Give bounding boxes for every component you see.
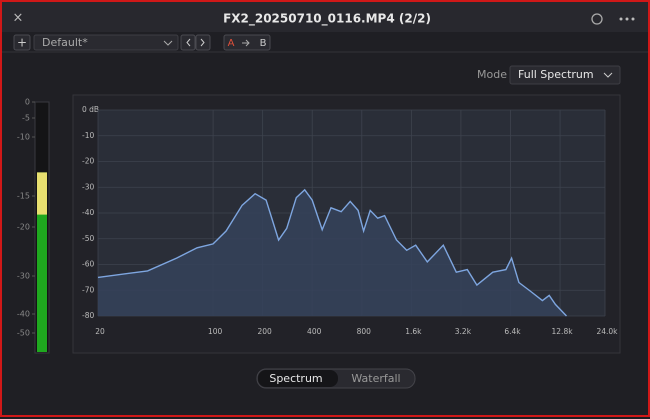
meter-tick-label: -5 bbox=[22, 114, 30, 123]
y-tick-label: -10 bbox=[82, 131, 94, 140]
x-tick-label: 100 bbox=[208, 327, 223, 336]
x-tick-label: 200 bbox=[257, 327, 272, 336]
x-tick-label: 12.8k bbox=[552, 327, 574, 336]
mode-dropdown[interactable] bbox=[509, 65, 621, 85]
x-tick-label: 3.2k bbox=[455, 327, 472, 336]
window-canvas: × FX2_20250710_0116.MP4 (2/2) + Default*… bbox=[2, 2, 648, 389]
meter-tick-label: -50 bbox=[17, 329, 30, 338]
copy-arrow[interactable] bbox=[242, 39, 250, 47]
meter-tick-label: 0 bbox=[25, 98, 30, 107]
next-button[interactable] bbox=[195, 34, 211, 51]
y-tick-label: -40 bbox=[82, 208, 94, 217]
window-title: FX2_20250710_0116.MP4 (2/2) bbox=[223, 12, 431, 27]
reset-icon[interactable] bbox=[591, 13, 603, 25]
y-tick-label: -70 bbox=[82, 285, 94, 294]
y-tick-label: -60 bbox=[82, 260, 94, 269]
meter-tick-label: -10 bbox=[17, 133, 30, 142]
dropdown-arrow bbox=[163, 40, 173, 46]
y-tick-label: -80 bbox=[82, 311, 94, 320]
y-tick-label: -50 bbox=[82, 234, 94, 243]
dropdown-arrow bbox=[603, 72, 613, 78]
mode-label: Mode bbox=[477, 68, 507, 81]
x-tick-label: 6.4k bbox=[504, 327, 521, 336]
waterfall-tab[interactable]: Waterfall bbox=[351, 372, 400, 385]
close-button[interactable]: × bbox=[13, 11, 24, 26]
title-bar bbox=[2, 2, 648, 32]
spectrum-area bbox=[98, 189, 567, 316]
meter-tick-label: -40 bbox=[17, 310, 30, 319]
x-tick-label: 400 bbox=[307, 327, 322, 336]
meter-tick-label: -15 bbox=[17, 192, 30, 201]
meter-level-green bbox=[37, 172, 47, 352]
meter-tick-label: -20 bbox=[17, 223, 30, 232]
x-tick-label: 800 bbox=[357, 327, 372, 336]
add-icon: + bbox=[17, 36, 27, 50]
y-tick-label: -30 bbox=[82, 182, 94, 191]
mode-value: Full Spectrum bbox=[518, 68, 594, 81]
y-tick-label: 0 dB bbox=[82, 105, 99, 114]
add-preset-button[interactable] bbox=[13, 34, 31, 51]
compare-a[interactable]: A bbox=[228, 38, 235, 49]
y-tick-label: -20 bbox=[82, 157, 94, 166]
compare-b[interactable]: B bbox=[260, 38, 267, 49]
prev-button[interactable] bbox=[180, 34, 196, 51]
selected-tab-bg bbox=[258, 370, 338, 387]
x-tick-label: 1.6k bbox=[405, 327, 422, 336]
meter-level-yellow bbox=[37, 172, 47, 215]
prev-icon bbox=[186, 38, 191, 47]
x-tick-label: 24.0k bbox=[596, 327, 618, 336]
preset-name: Default* bbox=[42, 36, 88, 49]
meter-tick-label: -30 bbox=[17, 272, 30, 281]
x-tick-label: 20 bbox=[95, 327, 105, 336]
preset-dropdown[interactable] bbox=[33, 34, 179, 51]
next-icon bbox=[200, 38, 205, 47]
spectrum-tab[interactable]: Spectrum bbox=[269, 372, 322, 385]
spectrum-line bbox=[97, 188, 568, 317]
menu-icon[interactable] bbox=[619, 17, 635, 21]
